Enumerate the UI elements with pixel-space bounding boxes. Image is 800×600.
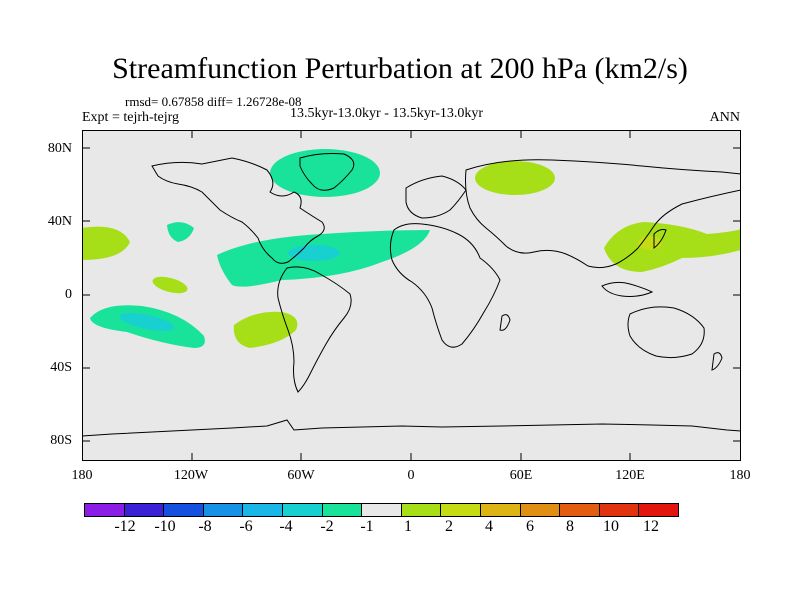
south-america-coast bbox=[277, 266, 352, 393]
colorbar-label: -6 bbox=[239, 518, 253, 535]
figure-title: Streamfunction Perturbation at 200 hPa (… bbox=[112, 52, 688, 85]
experiment-label: Expt = tejrh-tejrg bbox=[82, 110, 180, 125]
south-america-positive bbox=[233, 311, 298, 348]
colorbar-swatch bbox=[163, 503, 204, 517]
x-tick-label: 0 bbox=[407, 468, 415, 483]
colorbar-label: -12 bbox=[114, 518, 136, 535]
colorbar-label: -8 bbox=[198, 518, 212, 535]
antarctica-coast bbox=[82, 419, 741, 437]
x-tick-label: 120W bbox=[173, 468, 209, 483]
siberia-positive bbox=[475, 161, 555, 195]
australia-coast bbox=[627, 306, 705, 359]
colorbar-label: 10 bbox=[603, 518, 619, 535]
japan-coast bbox=[653, 229, 667, 250]
colorbar-swatch bbox=[519, 503, 561, 517]
colorbar-label: 8 bbox=[566, 518, 574, 535]
colorbar-swatch bbox=[440, 503, 481, 517]
colorbar bbox=[84, 503, 679, 517]
colorbar-swatch bbox=[638, 503, 679, 517]
colorbar-swatch bbox=[559, 503, 600, 517]
colorbar-swatch bbox=[598, 503, 640, 517]
x-tick-label: 120E bbox=[615, 468, 645, 483]
colorbar-swatch bbox=[123, 503, 165, 517]
colorbar-label: -2 bbox=[320, 518, 334, 535]
stats-text: rmsd= 0.67858 diff= 1.26728e-08 bbox=[125, 94, 302, 109]
coastlines bbox=[82, 153, 741, 437]
x-tick-label: 180 bbox=[71, 468, 93, 483]
y-tick-label: 40S bbox=[50, 360, 72, 375]
y-tick-label: 40N bbox=[47, 214, 72, 229]
colorbar-label: 4 bbox=[485, 518, 493, 535]
colorbar-swatch bbox=[84, 503, 125, 517]
map-panel bbox=[82, 130, 741, 461]
axis-ticks bbox=[82, 130, 741, 461]
colorbar-label: 1 bbox=[404, 518, 412, 535]
indonesia-coast bbox=[601, 281, 654, 297]
colorbar-swatch bbox=[242, 503, 283, 517]
anomaly-fields bbox=[82, 149, 741, 348]
south-pacific-core-negative bbox=[119, 313, 175, 331]
colorbar-swatch bbox=[281, 503, 323, 517]
x-tick-label: 60W bbox=[287, 468, 315, 483]
colorbar-label: -4 bbox=[279, 518, 293, 535]
colorbar-swatch bbox=[400, 503, 442, 517]
map-frame bbox=[82, 130, 741, 461]
period-label: 13.5kyr-13.0kyr - 13.5kyr-13.0kyr bbox=[290, 106, 484, 121]
africa-coast bbox=[389, 223, 501, 348]
colorbar-label: 6 bbox=[526, 518, 534, 535]
colorbar-swatch bbox=[361, 503, 402, 517]
west-pacific-positive bbox=[604, 222, 741, 272]
y-tick-label: 80S bbox=[50, 433, 72, 448]
central-pacific-negative bbox=[167, 222, 194, 242]
colorbar-label: 12 bbox=[643, 518, 659, 535]
pacific-east-positive bbox=[82, 226, 130, 260]
north-america-coast bbox=[151, 157, 325, 264]
new-zealand-coast bbox=[711, 352, 723, 371]
madagascar-coast bbox=[499, 314, 511, 331]
colorbar-swatch bbox=[202, 503, 244, 517]
colorbar-label: -1 bbox=[360, 518, 374, 535]
colorbar-label: -10 bbox=[154, 518, 176, 535]
greenland-coast bbox=[299, 153, 355, 191]
x-tick-label: 60E bbox=[509, 468, 533, 483]
x-tick-label: 180 bbox=[729, 468, 751, 483]
tropical-pacific-small-positive bbox=[152, 276, 188, 294]
europe-coast bbox=[405, 175, 467, 219]
y-tick-label: 0 bbox=[65, 287, 72, 302]
caribbean-core-negative bbox=[288, 245, 340, 261]
y-tick-label: 80N bbox=[47, 141, 72, 156]
asia-coast bbox=[465, 159, 741, 269]
colorbar-swatch bbox=[321, 503, 363, 517]
colorbar-label: 2 bbox=[445, 518, 453, 535]
season-label: ANN bbox=[709, 110, 740, 125]
colorbar-swatch bbox=[479, 503, 521, 517]
